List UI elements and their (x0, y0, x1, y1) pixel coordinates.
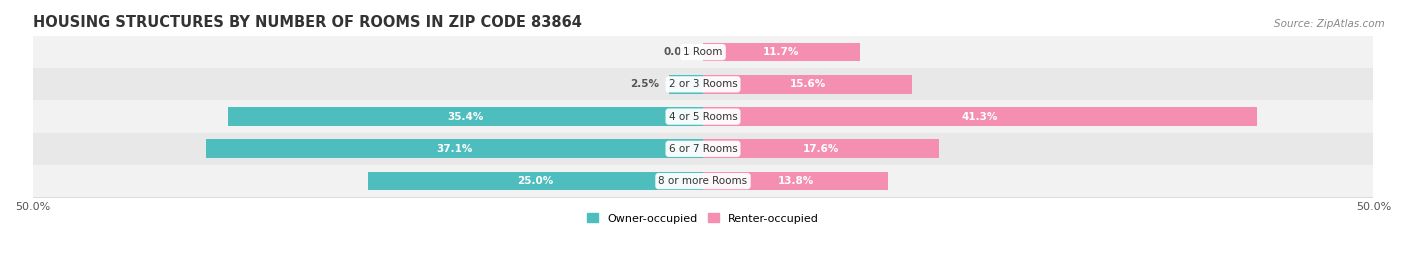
Text: HOUSING STRUCTURES BY NUMBER OF ROOMS IN ZIP CODE 83864: HOUSING STRUCTURES BY NUMBER OF ROOMS IN… (32, 15, 582, 30)
Text: 17.6%: 17.6% (803, 144, 839, 154)
Bar (703, 140, 939, 158)
Text: 6 or 7 Rooms: 6 or 7 Rooms (669, 144, 737, 154)
Bar (32, 133, 1374, 165)
Text: 35.4%: 35.4% (447, 112, 484, 122)
Text: 0.0%: 0.0% (664, 47, 692, 57)
Text: 4 or 5 Rooms: 4 or 5 Rooms (669, 112, 737, 122)
Bar (368, 172, 703, 190)
Bar (703, 43, 860, 61)
Text: 13.8%: 13.8% (778, 176, 814, 186)
Text: Source: ZipAtlas.com: Source: ZipAtlas.com (1274, 19, 1385, 29)
Text: 2.5%: 2.5% (630, 79, 659, 89)
Bar (703, 75, 912, 94)
Bar (205, 140, 703, 158)
Bar (32, 36, 1374, 68)
Legend: Owner-occupied, Renter-occupied: Owner-occupied, Renter-occupied (582, 209, 824, 228)
Text: 37.1%: 37.1% (436, 144, 472, 154)
Bar (703, 107, 1257, 126)
Bar (32, 100, 1374, 133)
Bar (703, 172, 889, 190)
Text: 15.6%: 15.6% (789, 79, 825, 89)
Text: 2 or 3 Rooms: 2 or 3 Rooms (669, 79, 737, 89)
Bar (228, 107, 703, 126)
Text: 1 Room: 1 Room (683, 47, 723, 57)
Bar (32, 165, 1374, 197)
Bar (32, 68, 1374, 100)
Text: 25.0%: 25.0% (517, 176, 554, 186)
Text: 11.7%: 11.7% (763, 47, 800, 57)
Text: 41.3%: 41.3% (962, 112, 998, 122)
Bar (669, 75, 703, 94)
Text: 8 or more Rooms: 8 or more Rooms (658, 176, 748, 186)
